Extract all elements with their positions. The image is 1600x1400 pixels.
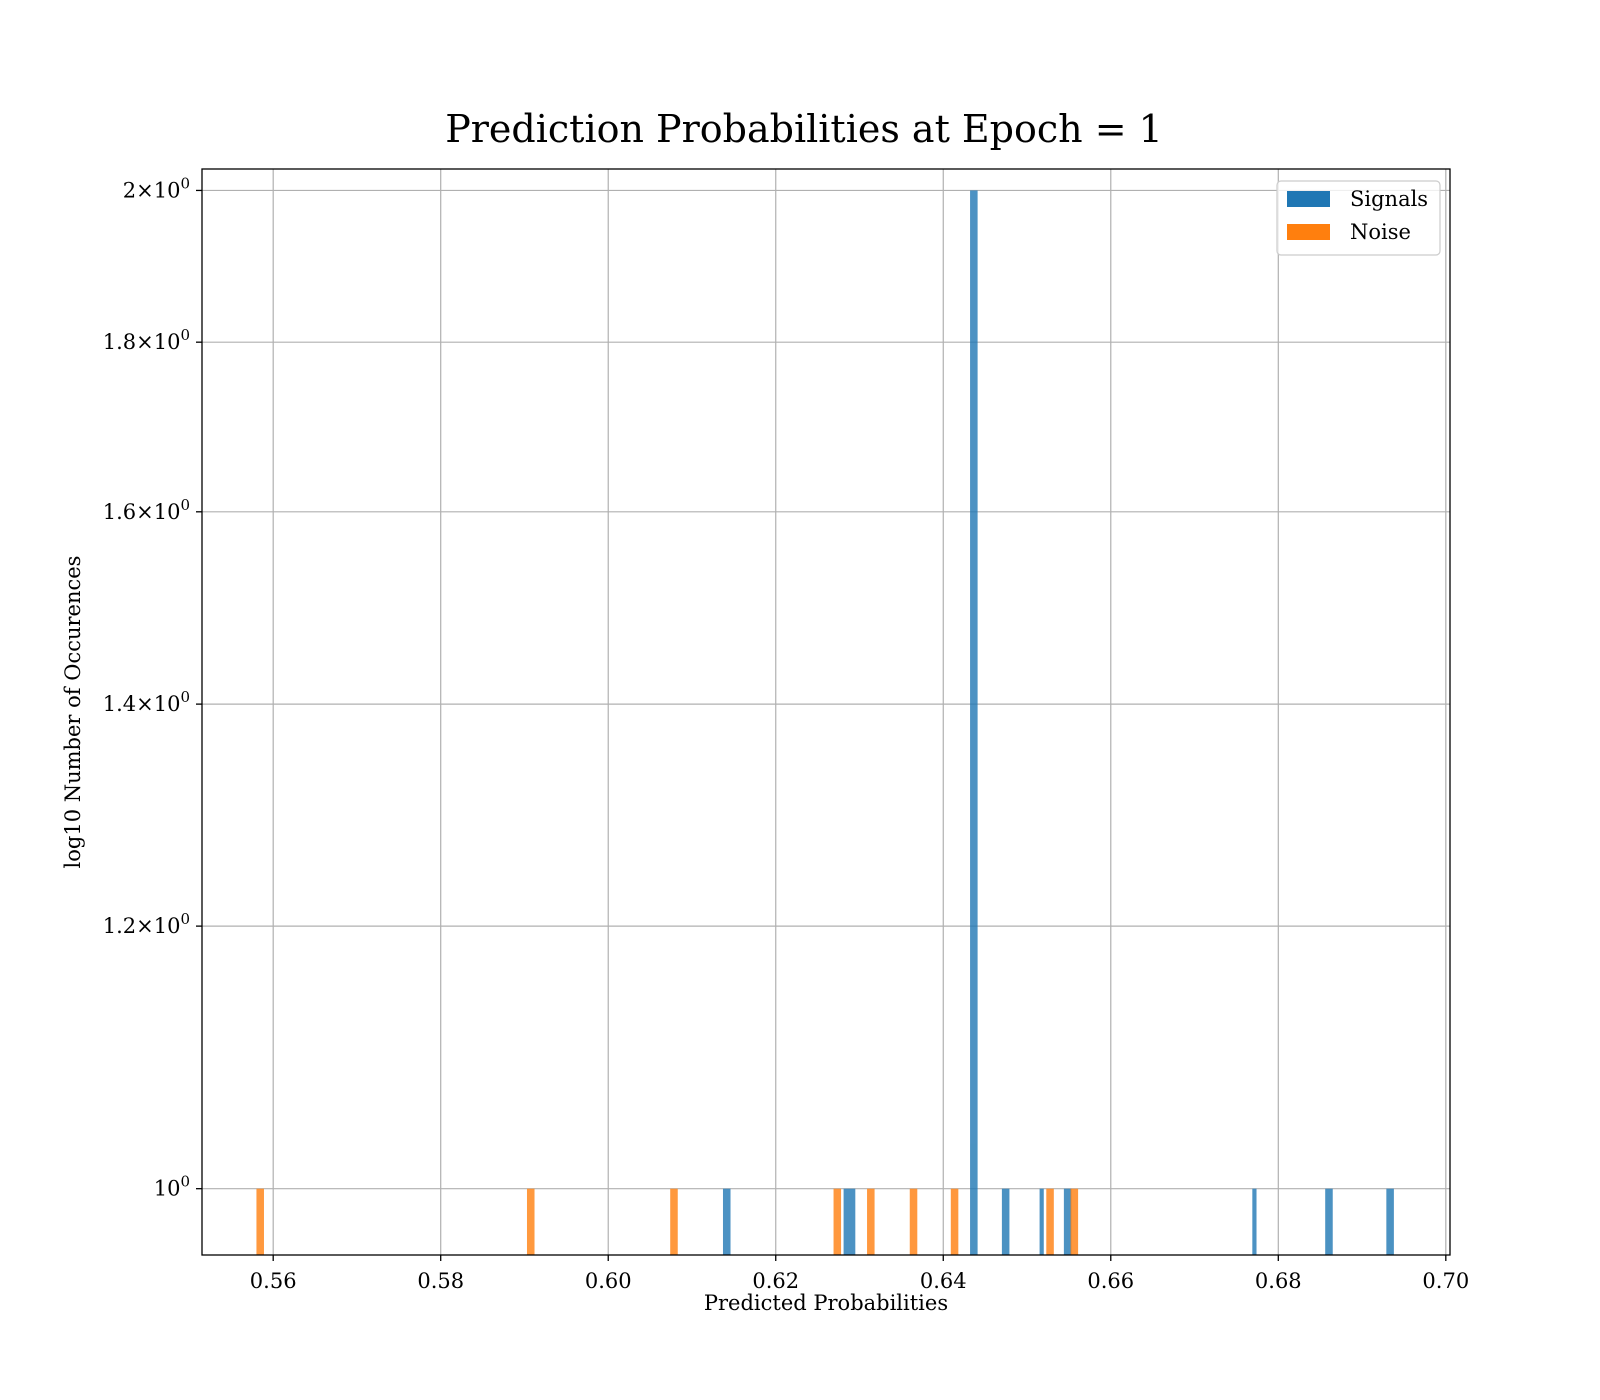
signals-bar <box>1039 1188 1044 1255</box>
noise-bar <box>256 1188 264 1255</box>
y-tick-label: 1.8×100 <box>103 326 190 354</box>
legend-label-noise: Noise <box>1350 220 1411 244</box>
signals-bar <box>1252 1188 1257 1255</box>
y-tick-label: 100 <box>154 1173 190 1201</box>
y-axis-ticks: 100 1.2×100 1.4×100 1.6×100 1.8×100 2×100 <box>103 174 202 1201</box>
signals-bar <box>1386 1188 1394 1255</box>
signals-bar <box>1063 1188 1072 1255</box>
noise-bar <box>833 1188 842 1255</box>
x-tick-label: 0.56 <box>250 1269 297 1293</box>
x-tick-label: 0.62 <box>752 1269 799 1293</box>
noise-bar <box>1070 1188 1079 1255</box>
legend: Signals Noise <box>1276 180 1441 256</box>
x-tick-label: 0.60 <box>585 1269 632 1293</box>
signals-bar <box>970 190 978 1255</box>
x-tick-label: 0.70 <box>1422 1269 1469 1293</box>
x-tick-label: 0.64 <box>920 1269 967 1293</box>
noise-bar <box>670 1188 678 1255</box>
chart-title: Prediction Probabilities at Epoch = 1 <box>445 107 1163 151</box>
noise-bar <box>867 1188 875 1255</box>
y-tick-label: 1.4×100 <box>103 688 190 716</box>
x-axis-ticks: 0.56 0.58 0.60 0.62 0.64 0.66 0.68 0.70 <box>250 1255 1469 1293</box>
noise-bar <box>1046 1188 1054 1255</box>
y-tick-label: 2×100 <box>123 174 190 202</box>
legend-swatch-signals <box>1287 191 1330 207</box>
x-axis-label: Predicted Probabilities <box>704 1291 948 1315</box>
y-tick-label: 1.6×100 <box>103 496 190 524</box>
noise-bar <box>526 1188 535 1255</box>
grid-lines <box>202 169 1450 1255</box>
legend-label-signals: Signals <box>1350 187 1428 211</box>
signals-bars <box>722 190 1394 1255</box>
noise-bar <box>950 1188 959 1255</box>
legend-swatch-noise <box>1287 224 1330 240</box>
signals-bar <box>843 1188 856 1255</box>
y-axis-label: log10 Number of Occurences <box>61 556 85 869</box>
signals-bar <box>1325 1188 1333 1255</box>
x-tick-label: 0.68 <box>1255 1269 1302 1293</box>
noise-bar <box>909 1188 918 1255</box>
x-tick-label: 0.58 <box>417 1269 464 1293</box>
x-tick-label: 0.66 <box>1087 1269 1134 1293</box>
plot-frame <box>201 168 1451 1256</box>
signals-bar <box>1001 1188 1010 1255</box>
signals-bar <box>722 1188 731 1255</box>
noise-bars <box>256 1188 1079 1255</box>
y-tick-label: 1.2×100 <box>103 910 190 938</box>
